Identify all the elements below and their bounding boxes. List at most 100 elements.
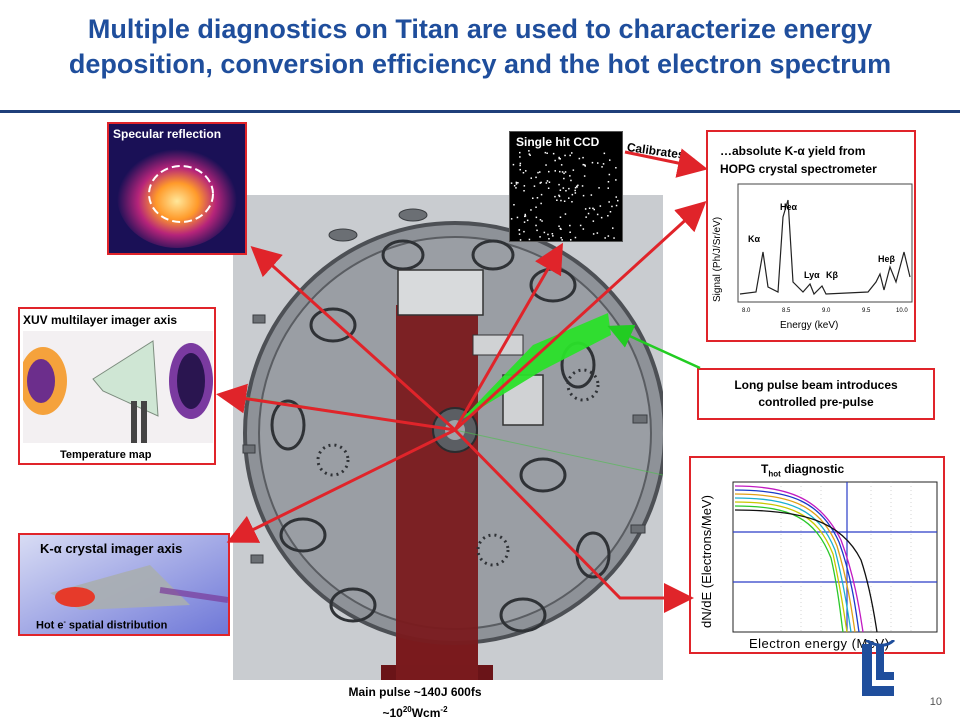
ccd-hit <box>558 157 560 160</box>
ccd-hit <box>597 162 599 164</box>
ccd-hit <box>559 158 561 160</box>
ccd-hit <box>559 189 562 191</box>
ccd-hit <box>517 182 519 184</box>
page-number: 10 <box>929 696 942 708</box>
ccd-hit <box>577 184 579 187</box>
ccd-hit <box>581 185 584 187</box>
ccd-hit <box>585 216 587 218</box>
ccd-hit <box>524 215 527 217</box>
thot-spectrum-plot <box>732 481 938 633</box>
ccd-hit <box>551 233 554 235</box>
ccd-hit <box>617 199 619 202</box>
ccd-hit <box>535 216 538 219</box>
ccd-hit <box>587 212 590 215</box>
kalpha-caption-suffix: spatial distribution <box>65 619 168 632</box>
ccd-hit <box>592 220 595 222</box>
ccd-hit <box>607 187 609 189</box>
specular-label: Specular reflection <box>113 127 222 141</box>
ccd-hit <box>548 238 550 240</box>
ccd-hit <box>543 231 546 234</box>
peak-kbeta: Kβ <box>826 270 838 280</box>
ccd-hit <box>561 239 563 241</box>
ccd-hit <box>510 218 513 220</box>
ccd-hit <box>584 165 586 167</box>
peak-kalpha: Kα <box>748 234 760 244</box>
ccd-hit <box>545 182 548 184</box>
ccd-hit <box>554 170 556 172</box>
main-pulse-line-1: Main pulse ~140J 600fs <box>348 685 482 699</box>
ccd-hit <box>608 201 610 203</box>
ccd-hit <box>570 239 572 241</box>
ccd-hit <box>552 235 554 237</box>
ccd-hit <box>513 204 515 206</box>
main-pulse-line-2: ~1020Wcm-2 <box>330 701 500 722</box>
ccd-panel: Single hit CCD <box>509 131 623 242</box>
ccd-hit <box>583 164 586 166</box>
ccd-hit <box>600 216 603 219</box>
ccd-hit <box>512 163 515 166</box>
kalpha-caption: Hot e- spatial distribution <box>36 619 167 632</box>
hopg-tick-2: 9.0 <box>822 308 831 314</box>
ccd-hit <box>571 152 573 154</box>
ccd-hit <box>518 229 520 231</box>
ccd-hit <box>558 156 560 159</box>
ccd-hit <box>539 219 542 221</box>
arrow-to-thot <box>453 428 694 613</box>
ccd-hit <box>536 197 539 199</box>
ccd-hit <box>515 187 517 189</box>
ccd-hit <box>525 170 527 172</box>
specular-reflection-panel: Specular reflection <box>107 122 247 255</box>
ccd-hit <box>539 171 541 173</box>
ccd-hit <box>546 152 548 154</box>
ccd-hit <box>530 209 532 211</box>
ccd-hit <box>519 162 522 165</box>
ccd-hit <box>523 230 525 233</box>
title-divider <box>0 110 960 113</box>
llnl-logo <box>862 640 896 696</box>
xuv-imager-panel: XUV multilayer imager axis Temperature m… <box>18 307 216 465</box>
ccd-hit <box>558 225 560 227</box>
ccd-hit <box>615 167 617 169</box>
ccd-hit <box>528 150 530 152</box>
ccd-hit <box>533 185 536 187</box>
ccd-hit <box>607 215 609 217</box>
hopg-spectrum-plot: Kα Heα Lyα Kβ Heβ 8.0 8.5 9.0 9.5 10.0 <box>737 183 913 314</box>
ccd-hit <box>569 231 571 233</box>
ccd-hit <box>526 219 529 222</box>
ccd-hit <box>582 228 585 230</box>
ccd-hit <box>536 229 538 232</box>
thot-title-rest: diagnostic <box>780 462 845 476</box>
ccd-hit <box>522 172 525 174</box>
hopg-title-line-2: HOPG crystal spectrometer <box>720 162 877 176</box>
main-pulse-sup2: -2 <box>440 705 448 714</box>
ccd-hit <box>560 164 563 166</box>
peak-healpha: Heα <box>780 202 798 212</box>
ccd-hit <box>544 151 547 154</box>
ccd-hit <box>596 213 599 216</box>
ccd-hit <box>528 153 531 155</box>
ccd-hit <box>562 187 565 189</box>
ccd-hit <box>584 208 587 210</box>
ccd-hit <box>608 173 611 176</box>
ccd-hit <box>615 204 618 207</box>
long-pulse-line-1: Long pulse beam introduces <box>734 378 898 392</box>
hopg-tick-4: 10.0 <box>896 308 908 314</box>
ccd-hit <box>582 156 584 159</box>
ccd-hit <box>568 187 570 190</box>
ccd-hit <box>519 239 522 241</box>
ccd-hit <box>552 152 555 155</box>
kalpha-caption-sup: - <box>63 619 66 626</box>
ccd-hit <box>607 235 610 237</box>
ccd-hit <box>563 200 566 202</box>
ccd-hit <box>561 171 564 173</box>
ccd-hit <box>519 164 521 167</box>
main-pulse-pre: ~10 <box>382 706 403 720</box>
specular-image <box>109 124 245 253</box>
hopg-tick-0: 8.0 <box>742 308 751 314</box>
ccd-hit <box>582 163 584 166</box>
title-line-1: Multiple diagnostics on Titan are used t… <box>87 14 873 44</box>
ccd-hit <box>540 193 543 196</box>
ccd-hit <box>563 172 565 175</box>
ccd-hit <box>559 216 562 218</box>
kalpha-label: K-α crystal imager axis <box>40 541 183 556</box>
